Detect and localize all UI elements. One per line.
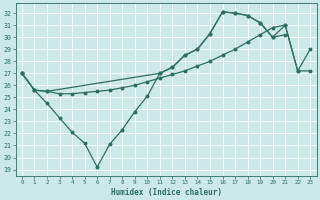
X-axis label: Humidex (Indice chaleur): Humidex (Indice chaleur) [111,188,221,197]
